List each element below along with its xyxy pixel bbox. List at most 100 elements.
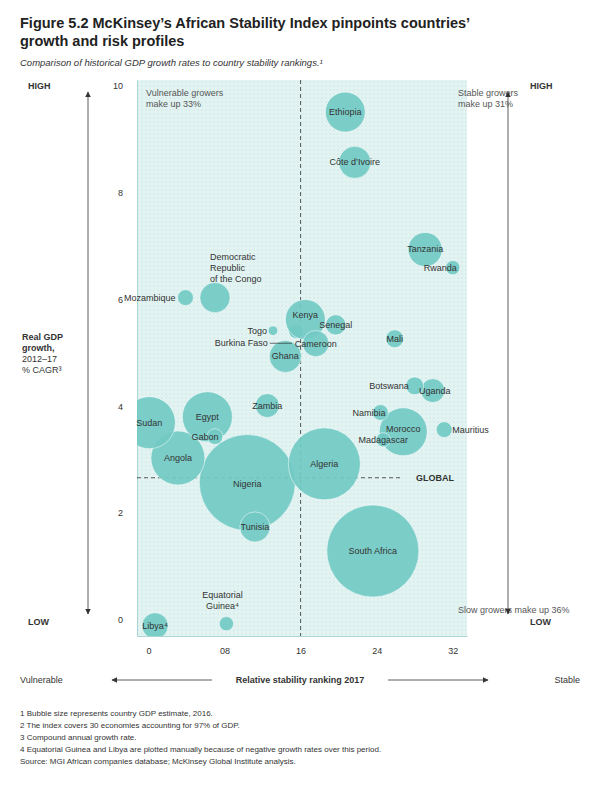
y-axis-line (137, 81, 138, 637)
x-tick-label: 24 (372, 646, 382, 656)
y-high-label: HIGH (530, 81, 553, 91)
x-axis-line (138, 636, 468, 637)
y-tick: 10 (113, 81, 137, 91)
x-axis: 0 08 16 24 32 (138, 636, 468, 656)
x-axis-title: Relative stability ranking 2017 (236, 675, 365, 685)
y-axis-title: 2012–17 (22, 354, 57, 364)
title: growth and risk profiles (20, 33, 184, 49)
bubble (288, 428, 360, 500)
bubble-label: Tanzania (407, 244, 443, 254)
x-arrow (112, 680, 212, 681)
quadrant-label: make up 33% (146, 99, 201, 109)
subtitle: Comparison of historical GDP growth rate… (20, 57, 323, 68)
bubble-label: Ethiopia (329, 107, 362, 117)
bubble-label: Mauritius (452, 425, 489, 435)
bubble (408, 232, 442, 266)
quadrant-label: make up 31% (458, 99, 513, 109)
bubble (137, 397, 175, 449)
y-tick-label: 8 (118, 188, 123, 198)
bubble-label: Sudan (136, 418, 162, 428)
x-tick-label: 0 (146, 646, 151, 656)
quadrant-label: Vulnerable growers (146, 88, 224, 98)
y-low-label: LOW (28, 617, 49, 627)
y-axis-title: Real GDP (22, 332, 63, 342)
x-tick-label: 08 (220, 646, 230, 656)
y-axis: 0 2 4 6 8 10 (113, 81, 138, 637)
bubble (268, 326, 278, 336)
y-tick-label: 10 (113, 81, 123, 91)
bubble-label: Uganda (419, 386, 451, 396)
bubble-label: Algeria (310, 459, 338, 469)
bubble-label: Mozambique (124, 293, 176, 303)
bubbles (137, 92, 460, 636)
x-tick: 0 (146, 636, 151, 656)
bubble (200, 283, 230, 313)
x-tick-label: 32 (448, 646, 458, 656)
source: Source: MGI African companies database; … (20, 757, 296, 766)
bubble-label: South Africa (349, 546, 398, 556)
bubble-labels: Burkina FasoNigeriaSouth AfricaAlgeriaAn… (124, 107, 489, 631)
bubble-label: Cameroon (295, 339, 337, 349)
footnote: 3 Compound annual growth rate. (20, 733, 137, 742)
bubble-label: Morocco (386, 424, 421, 434)
x-tick-label: 16 (296, 646, 306, 656)
bubble-label: Madagascar (359, 435, 409, 445)
bubble-label: Botswana (369, 381, 409, 391)
y-tick: 4 (118, 401, 137, 411)
bubble (327, 505, 419, 597)
y-axis-title: % CAGR³ (22, 365, 62, 375)
y-tick: 0 (118, 615, 137, 625)
y-tick: 8 (118, 188, 137, 198)
bubble-label: Togo (247, 326, 267, 336)
y-arrow (508, 92, 509, 614)
bubble-label: Democratic (210, 252, 256, 262)
bubble (182, 392, 232, 442)
bubble-label: Tunisia (241, 522, 270, 532)
quadrant-label: Stable growers (458, 88, 519, 98)
bubble-label: Equatorial (202, 590, 243, 600)
global-label: GLOBAL (416, 473, 454, 483)
bubble (178, 290, 194, 306)
bubble-label: Zambia (252, 401, 282, 411)
bubble-label: Ghana (272, 351, 299, 361)
chart: Figure 5.2 McKinsey’s African Stability … (0, 0, 600, 787)
x-arrow (388, 680, 488, 681)
leader-line (270, 343, 292, 344)
y-tick-label: 6 (118, 295, 123, 305)
bubble-label: Kenya (293, 310, 319, 320)
bubble (386, 330, 404, 348)
bubble (219, 617, 233, 631)
bubble-label: Rwanda (424, 263, 457, 273)
x-tick: 08 (220, 636, 230, 656)
bubble-label: Guinea⁴ (206, 601, 239, 611)
y-arrow (88, 92, 89, 614)
bubble (325, 92, 365, 132)
bubble-label: Namibia (352, 408, 385, 418)
bubble-label: Burkina Faso (215, 338, 268, 348)
y-tick: 2 (118, 508, 137, 518)
quadrant-label: Slow growers make up 36% (458, 605, 570, 615)
bubble-label: Nigeria (233, 479, 262, 489)
bubble-label: Côte d’Ivoire (330, 157, 381, 167)
footnote: 2 The index covers 30 economies accounti… (20, 721, 240, 730)
footnote: 4 Equatorial Guinea and Libya are plotte… (20, 745, 381, 754)
x-low-label: Vulnerable (20, 675, 63, 685)
bubble-label: Senegal (319, 320, 352, 330)
x-tick: 24 (372, 636, 382, 656)
bubble-label: of the Congo (210, 274, 262, 284)
y-tick-label: 2 (118, 508, 123, 518)
bubble-label: Mali (386, 334, 403, 344)
x-tick: 32 (448, 636, 458, 656)
y-axis-title: growth, (22, 343, 55, 353)
bubble-label: Egypt (196, 412, 220, 422)
bubble-label: Gabon (191, 432, 218, 442)
footnote: 1 Bubble size represents country GDP est… (20, 709, 213, 718)
bubble (436, 422, 452, 438)
bubble (142, 613, 168, 636)
plot-background (137, 80, 467, 636)
x-high-label: Stable (554, 675, 580, 685)
y-tick-label: 4 (118, 401, 123, 411)
plot-area (137, 80, 460, 636)
bubble-label: Republic (210, 263, 246, 273)
title: Figure 5.2 McKinsey’s African Stability … (20, 15, 470, 31)
